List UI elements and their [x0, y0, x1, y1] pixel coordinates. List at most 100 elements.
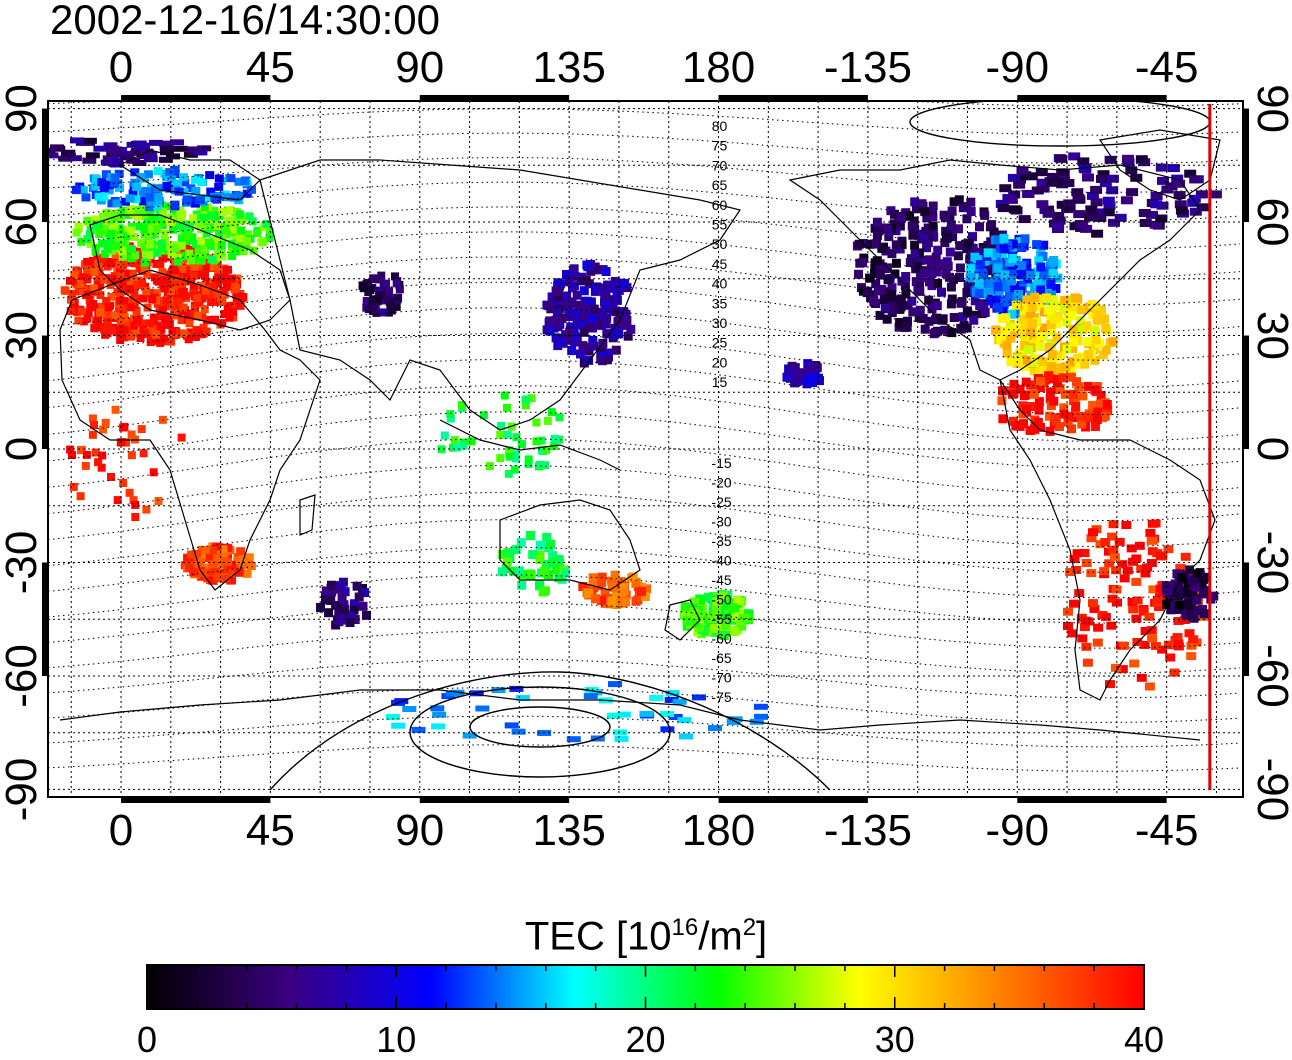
tec-cell	[232, 247, 241, 256]
tec-cell	[1135, 155, 1148, 164]
tec-cell	[1025, 309, 1035, 319]
tec-cell	[1004, 290, 1014, 300]
tec-cell	[1042, 209, 1055, 218]
tec-cell	[1082, 658, 1093, 667]
tec-cell	[1138, 607, 1149, 616]
tec-cell	[1093, 208, 1106, 217]
frame-bar-left	[42, 108, 48, 223]
tec-cell	[553, 293, 563, 303]
tec-cell	[570, 337, 580, 347]
tec-cell	[1089, 605, 1100, 613]
tec-cell	[961, 202, 971, 212]
tec-cell	[238, 293, 247, 301]
contour-label: 55	[712, 217, 728, 233]
tec-cell	[1188, 589, 1198, 599]
tec-cell	[120, 326, 129, 335]
colorbar-title: TEC [1016/m2]	[524, 914, 768, 959]
tec-cell	[631, 577, 641, 587]
tec-cell	[665, 690, 680, 697]
contour-label: -30	[711, 514, 731, 530]
tec-cell	[812, 363, 822, 373]
tec-cell	[1006, 357, 1016, 367]
tec-cell	[541, 560, 551, 569]
tec-cell	[1090, 355, 1100, 365]
tec-cell	[997, 204, 1010, 213]
tec-cell	[201, 271, 209, 280]
tec-cell	[1008, 239, 1018, 249]
tec-cell	[1069, 337, 1079, 347]
tec-cell	[977, 247, 987, 257]
tec-cell	[119, 241, 128, 250]
tec-cell	[1171, 174, 1184, 183]
contour-label: 65	[712, 177, 728, 193]
tec-cell	[1008, 205, 1021, 214]
tec-cell	[597, 578, 607, 588]
tec-cell	[106, 240, 115, 249]
tec-cell	[854, 239, 864, 249]
contour-label: -70	[711, 670, 731, 686]
tec-cell	[70, 271, 79, 280]
tec-cell	[180, 178, 190, 187]
tec-cell	[949, 313, 959, 322]
tec-cell	[995, 296, 1005, 306]
tec-cell	[132, 182, 142, 191]
tec-cell	[226, 216, 235, 225]
left-lat-tick: -30	[0, 531, 46, 595]
tec-cell	[200, 305, 209, 313]
tec-cell	[160, 284, 169, 293]
tec-cell	[726, 598, 736, 608]
tec-cell	[211, 315, 219, 324]
tec-cell	[1006, 331, 1015, 341]
tec-cell	[116, 215, 125, 224]
tec-cell	[176, 206, 185, 215]
tec-cell	[1051, 284, 1061, 293]
tec-cell	[621, 597, 631, 607]
tec-cell	[613, 317, 623, 327]
tec-cell	[1039, 323, 1049, 333]
tec-cell	[1047, 350, 1057, 360]
tec-cell	[933, 278, 943, 288]
tec-cell	[993, 274, 1002, 284]
tec-cell	[510, 465, 519, 474]
tec-cell	[1118, 641, 1129, 650]
tec-cell	[1121, 521, 1132, 529]
tec-cell	[92, 215, 100, 224]
tec-cell	[140, 225, 149, 234]
tec-cell	[219, 286, 228, 295]
tec-cell	[1068, 324, 1078, 334]
tec-cell	[1022, 405, 1031, 414]
tec-cell	[233, 556, 243, 565]
tec-cell	[119, 252, 127, 261]
tec-cell	[968, 232, 977, 242]
tec-cell	[138, 278, 147, 287]
tec-cell	[874, 226, 884, 236]
tec-cell	[190, 262, 199, 271]
tec-cell	[128, 189, 138, 198]
tec-cell	[1065, 568, 1076, 576]
tec-cell	[1021, 377, 1031, 387]
tec-cell	[1147, 634, 1158, 643]
tec-cell	[1056, 200, 1069, 209]
tec-cell	[924, 316, 934, 326]
tec-cell	[1011, 323, 1021, 333]
tec-cell	[1035, 168, 1048, 177]
tec-cell	[101, 418, 110, 427]
tec-cell	[164, 314, 173, 323]
tec-cell	[238, 560, 248, 569]
tec-cell	[803, 367, 813, 377]
tec-cell	[1068, 344, 1078, 353]
tec-cell	[733, 596, 743, 606]
tec-cell	[1044, 411, 1054, 421]
tec-cell	[554, 555, 564, 564]
tec-cell	[104, 181, 114, 190]
tec-cell	[672, 698, 687, 705]
tec-cell	[174, 257, 183, 266]
tec-cell	[551, 286, 561, 296]
tec-cell	[913, 229, 923, 239]
tec-cell	[1102, 208, 1115, 217]
tec-cell	[146, 240, 155, 249]
tec-cell	[694, 610, 704, 620]
tec-cell	[1019, 419, 1028, 429]
tec-cell	[110, 222, 119, 231]
tec-cell	[174, 297, 183, 306]
